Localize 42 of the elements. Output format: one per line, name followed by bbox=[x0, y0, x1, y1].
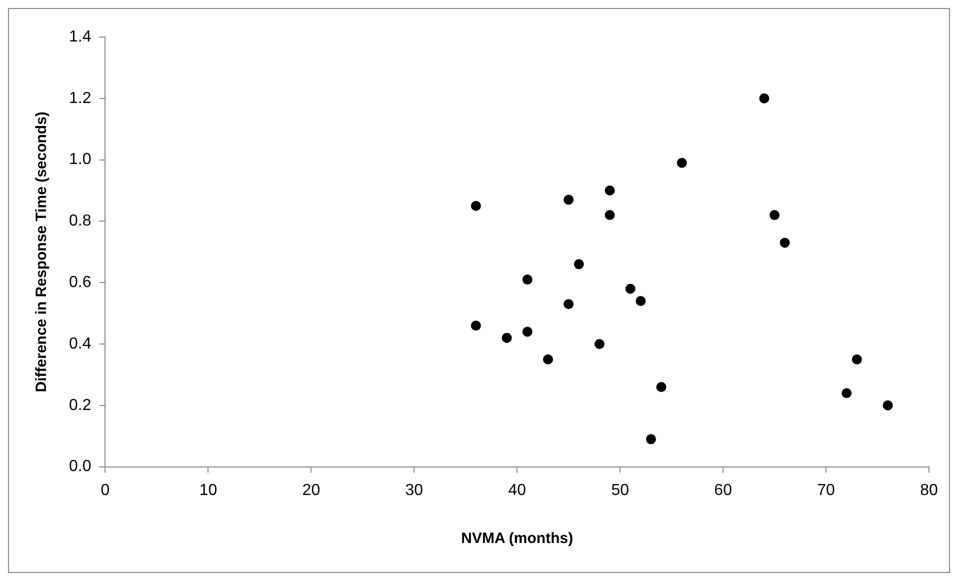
point bbox=[625, 284, 636, 294]
point bbox=[759, 93, 770, 104]
point bbox=[470, 200, 481, 211]
point bbox=[502, 332, 512, 343]
point bbox=[852, 354, 862, 364]
y-tick-label: 0.2 bbox=[68, 396, 92, 414]
y-tick-label: 1.0 bbox=[68, 151, 92, 168]
point bbox=[656, 382, 666, 392]
x-axis-title: NVMA (months) bbox=[461, 530, 574, 548]
y-tick-label: 0.0 bbox=[68, 458, 92, 476]
point bbox=[780, 238, 790, 248]
point bbox=[574, 259, 584, 270]
point bbox=[646, 434, 656, 444]
point bbox=[470, 320, 481, 331]
y-tick-label: 1.2 bbox=[68, 90, 92, 107]
y-tick-label: 0.6 bbox=[68, 274, 92, 292]
x-tick-label: 40 bbox=[508, 482, 526, 499]
x-tick-label: 0 bbox=[100, 482, 110, 499]
point bbox=[543, 354, 554, 364]
x-tick-label: 50 bbox=[611, 482, 630, 499]
point bbox=[882, 400, 893, 410]
point bbox=[604, 186, 615, 196]
point bbox=[564, 194, 574, 205]
x-tick-label: 20 bbox=[302, 482, 320, 499]
point bbox=[522, 326, 532, 337]
point bbox=[676, 158, 687, 168]
y-tick-label: 0.8 bbox=[68, 212, 92, 230]
point bbox=[770, 210, 780, 220]
point bbox=[564, 299, 574, 310]
x-tick-label: 60 bbox=[714, 482, 732, 499]
y-tick-label: 0.4 bbox=[68, 335, 92, 352]
y-tick-label: 1.4 bbox=[68, 28, 92, 46]
point bbox=[594, 339, 604, 349]
x-tick-label: 30 bbox=[405, 482, 424, 499]
point bbox=[522, 274, 532, 285]
x-tick-label: 80 bbox=[920, 482, 938, 499]
point bbox=[636, 296, 646, 306]
y-axis-title: Difference in Response Time (seconds) bbox=[33, 112, 50, 392]
x-tick-label: 70 bbox=[817, 482, 836, 499]
x-tick-label: 10 bbox=[199, 482, 218, 499]
point bbox=[604, 210, 615, 220]
point bbox=[842, 388, 852, 398]
